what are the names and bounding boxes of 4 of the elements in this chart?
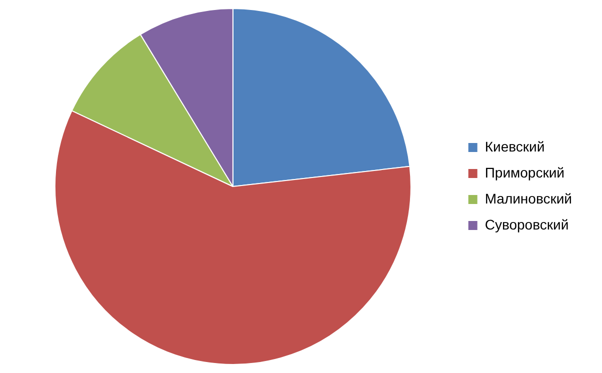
legend-label: Суворовский	[484, 216, 569, 232]
legend-label: Киевский	[484, 138, 545, 154]
legend-label: Приморский	[484, 164, 564, 180]
legend-label: Малиновский	[484, 190, 572, 206]
